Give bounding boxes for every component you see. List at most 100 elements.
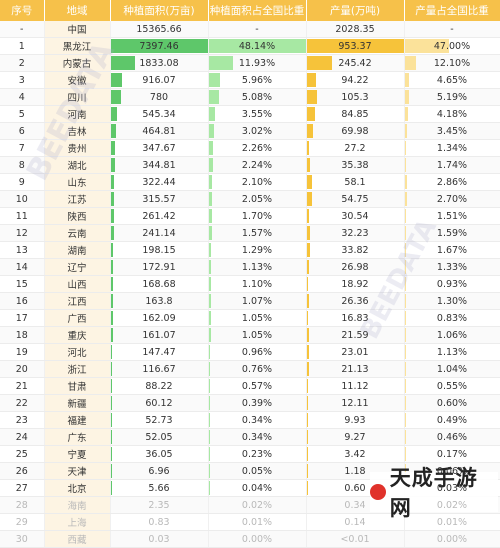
cell-area-share-value: 1.07%	[242, 296, 272, 307]
cell-production-share-value: 0.93%	[437, 279, 467, 290]
cell-area-share: 1.10%	[208, 276, 306, 293]
cell-region: 吉林	[44, 123, 110, 140]
cell-region: 山东	[44, 174, 110, 191]
cell-area: 5.66	[110, 480, 208, 497]
cell-area-share-value: 1.57%	[242, 228, 272, 239]
cell-area: 261.42	[110, 208, 208, 225]
cell-area-share: 1.05%	[208, 310, 306, 327]
cell-area-value: 0.83	[148, 517, 169, 528]
cell-area-bar	[111, 141, 116, 155]
cell-region: 浙江	[44, 361, 110, 378]
cell-area-share: 0.39%	[208, 395, 306, 412]
cell-production-value: 245.42	[338, 58, 371, 69]
cell-area-share-bar	[209, 430, 210, 444]
cell-area-share-value: 48.14%	[239, 41, 275, 52]
cell-area-value: 163.8	[145, 296, 172, 307]
cell-region: 湖南	[44, 242, 110, 259]
cell-production-bar	[307, 294, 310, 308]
cell-area-share-value: 1.05%	[242, 330, 272, 341]
cell-production: 30.54	[306, 208, 404, 225]
cell-production-value: <0.01	[340, 534, 369, 545]
cell-production-share-value: 0.49%	[437, 415, 467, 426]
header-production: 产量(万吨)	[306, 0, 404, 21]
cell-region: 天津	[44, 463, 110, 480]
cell-production-share: 0.60%	[404, 395, 500, 412]
cell-rank: 27	[0, 480, 44, 497]
cell-area-bar	[111, 192, 115, 206]
cell-region: 中国	[44, 21, 110, 38]
cell-area: 0.83	[110, 514, 208, 531]
cell-rank: 10	[0, 191, 44, 208]
cell-production-share-value: 0.06%	[437, 466, 467, 477]
cell-production: 2028.35	[306, 21, 404, 38]
cell-production-share: 1.30%	[404, 293, 500, 310]
cell-region: 海南	[44, 497, 110, 514]
cell-area-value: 780	[150, 92, 168, 103]
cell-production: 12.11	[306, 395, 404, 412]
cell-area-share: 1.07%	[208, 293, 306, 310]
cell-production: 953.37	[306, 38, 404, 55]
cell-area: 545.34	[110, 106, 208, 123]
cell-production-bar	[307, 141, 310, 155]
cell-region: 内蒙古	[44, 55, 110, 72]
cell-production-share: -	[404, 21, 500, 38]
cell-rank: 8	[0, 157, 44, 174]
cell-production-share-bar	[405, 192, 408, 206]
cell-region: 北京	[44, 480, 110, 497]
cell-production-share-value: -	[450, 24, 453, 35]
cell-area-share-value: 0.04%	[242, 483, 272, 494]
cell-production-share-bar	[405, 56, 416, 70]
cell-production-value: 30.54	[341, 211, 368, 222]
cell-production-share-value: 0.46%	[437, 432, 467, 443]
cell-production-share: 12.10%	[404, 55, 500, 72]
cell-area: 464.81	[110, 123, 208, 140]
cell-area-value: 147.47	[142, 347, 175, 358]
cell-rank: 7	[0, 140, 44, 157]
cell-area-share-value: 2.05%	[242, 194, 272, 205]
cell-production-value: 1.18	[344, 466, 365, 477]
cell-area-share-value: 5.08%	[242, 92, 272, 103]
cell-area-share: 1.05%	[208, 327, 306, 344]
cell-production-value: 18.92	[341, 279, 368, 290]
cell-production-share-bar	[405, 107, 409, 121]
cell-area-share: 0.04%	[208, 480, 306, 497]
cell-production-share-bar	[405, 260, 406, 274]
cell-area-share: 0.34%	[208, 429, 306, 446]
cell-production-share-value: 4.18%	[437, 109, 467, 120]
cell-production-share-bar	[405, 124, 408, 138]
cell-area-share-bar	[209, 175, 213, 189]
cell-production-value: 0.60	[344, 483, 365, 494]
cell-production-share-value: 0.03%	[437, 483, 467, 494]
cell-area: 162.09	[110, 310, 208, 327]
cell-area-share-value: 0.57%	[242, 381, 272, 392]
cell-production-value: 0.34	[344, 500, 365, 511]
cell-production-share-bar	[405, 379, 406, 393]
cell-area-share: 11.93%	[208, 55, 306, 72]
cell-region: 新疆	[44, 395, 110, 412]
cell-rank: 25	[0, 446, 44, 463]
cell-area-share-value: 2.10%	[242, 177, 272, 188]
cell-production-bar	[307, 243, 310, 257]
cell-area-share-bar	[209, 396, 210, 410]
cell-production-bar	[307, 379, 308, 393]
cell-area-share-bar	[209, 124, 215, 138]
header-production-share: 产量占全国比重	[404, 0, 500, 21]
cell-area-value: 344.81	[142, 160, 175, 171]
cell-production-share: 0.93%	[404, 276, 500, 293]
cell-area-bar	[111, 56, 135, 70]
cell-area: 147.47	[110, 344, 208, 361]
cell-production-share-bar	[405, 90, 410, 104]
cell-area-value: 916.07	[142, 75, 175, 86]
cell-area-bar	[111, 175, 115, 189]
cell-area-value: 347.67	[142, 143, 175, 154]
cell-region: 上海	[44, 514, 110, 531]
cell-area-share-bar	[209, 243, 212, 257]
cell-production-value: 94.22	[341, 75, 368, 86]
cell-region: 云南	[44, 225, 110, 242]
cell-area: 315.57	[110, 191, 208, 208]
cell-production-share-bar	[405, 277, 406, 291]
cell-area-share-value: 11.93%	[239, 58, 275, 69]
